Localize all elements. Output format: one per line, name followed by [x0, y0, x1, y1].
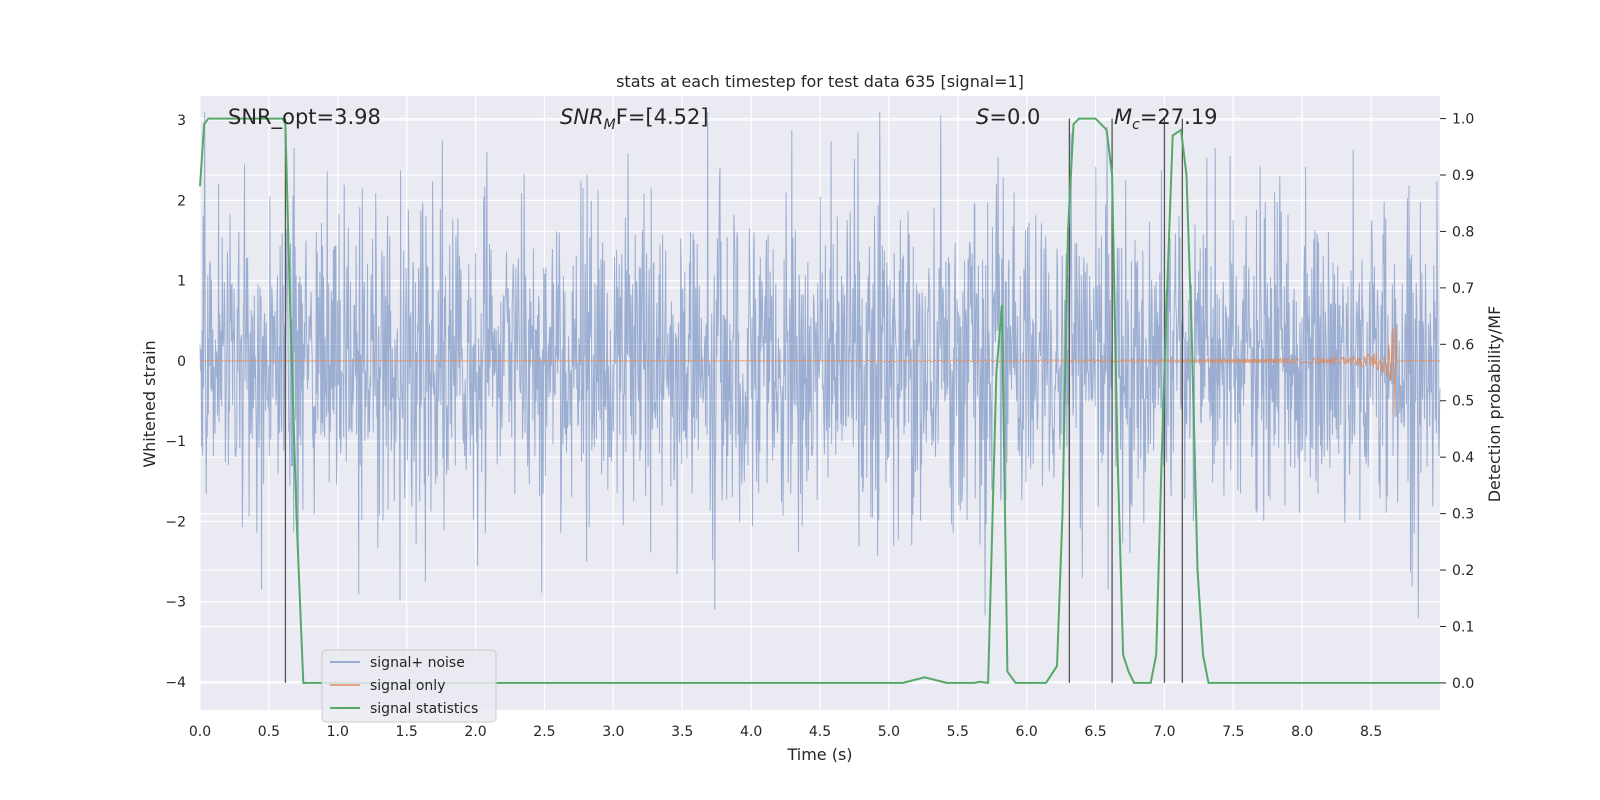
annotation-snr-mf-sub: M — [604, 117, 616, 133]
legend-label-noise: signal+ noise — [370, 655, 465, 671]
annotation-mc: Mc=27.19 — [1114, 105, 1218, 133]
x-tick-label: 1.5 — [396, 724, 418, 740]
x-tick-label: 4.0 — [740, 724, 762, 740]
y-tick-label-right: 0.6 — [1452, 337, 1474, 353]
signal-line — [200, 324, 1440, 418]
x-tick-label: 3.5 — [671, 724, 693, 740]
x-tick-label: 2.5 — [533, 724, 555, 740]
series-signal-only — [200, 324, 1440, 418]
x-tick-label: 0.0 — [189, 724, 211, 740]
x-tick-label: 2.0 — [464, 724, 486, 740]
x-tick-label: 7.5 — [1222, 724, 1244, 740]
annotation-snr-mf: SNRMF=[4.52] — [560, 105, 709, 133]
legend-label-signal: signal only — [370, 678, 445, 694]
noise-line — [199, 112, 1441, 619]
y-tick-label-left: −2 — [165, 514, 186, 530]
annotation-mc-main: M — [1114, 105, 1132, 129]
y-tick-label-left: −4 — [165, 675, 186, 691]
y-tick-label-right: 0.3 — [1452, 507, 1474, 523]
y-tick-label-right: 0.9 — [1452, 168, 1474, 184]
y-tick-label-left: 0 — [177, 354, 186, 370]
x-axis-label: Time (s) — [786, 745, 852, 764]
x-tick-label: 3.0 — [602, 724, 624, 740]
y-tick-label-right: 0.0 — [1452, 676, 1474, 692]
y-tick-label-left: 3 — [177, 113, 186, 129]
annotation-snr-mf-main: SNR — [560, 105, 604, 129]
y-axis-label-right: Detection probability/MF — [1485, 306, 1504, 503]
x-tick-label: 6.5 — [1084, 724, 1106, 740]
y-axis-label-left: Whitened strain — [140, 340, 159, 467]
y-tick-label-left: 2 — [177, 193, 186, 209]
x-tick-label: 5.0 — [878, 724, 900, 740]
series-signal-statistics — [199, 117, 1440, 685]
annotation-s-rest: =0.0 — [989, 105, 1040, 129]
y-tick-label-right: 1.0 — [1452, 112, 1474, 128]
annotation-s: S=0.0 — [976, 105, 1040, 129]
legend: signal+ noise signal only signal statist… — [321, 649, 497, 723]
legend-box — [321, 649, 497, 723]
x-tick-label: 7.0 — [1153, 724, 1175, 740]
y-tick-label-left: −1 — [165, 434, 186, 450]
annotation-snr-mf-rest: F=[4.52] — [616, 105, 709, 129]
y-tick-label-right: 0.8 — [1452, 224, 1474, 240]
annotation-snr-opt: SNR_opt=3.98 — [228, 105, 381, 130]
y-tick-label-right: 0.2 — [1452, 563, 1474, 579]
statistics-line — [199, 117, 1440, 685]
y-tick-label-right: 0.7 — [1452, 281, 1474, 297]
x-tick-label: 4.5 — [809, 724, 831, 740]
y-tick-label-right: 0.1 — [1452, 619, 1474, 635]
x-tick-label: 1.0 — [327, 724, 349, 740]
legend-label-stats: signal statistics — [370, 701, 478, 717]
chart-title: stats at each timestep for test data 635… — [616, 72, 1024, 91]
series-signal-noise — [199, 112, 1441, 619]
y-tick-label-left: −3 — [165, 595, 186, 611]
x-tick-label: 8.5 — [1360, 724, 1382, 740]
x-tick-label: 8.0 — [1291, 724, 1313, 740]
axis-ticks: 0.0 0.5 1.0 1.5 2.0 2.5 3.0 3.5 4.0 4.5 5.0 5.5 6.0 6… — [165, 112, 1474, 740]
annotation-mc-rest: =27.19 — [1140, 105, 1218, 129]
y-tick-label-left: 1 — [177, 274, 186, 290]
x-tick-label: 6.0 — [1016, 724, 1038, 740]
y-tick-label-right: 0.4 — [1452, 450, 1474, 466]
x-tick-label: 0.5 — [258, 724, 280, 740]
annotation-s-main: S — [976, 105, 989, 129]
y-tick-label-right: 0.5 — [1452, 394, 1474, 410]
x-tick-label: 5.5 — [947, 724, 969, 740]
annotation-mc-sub: c — [1132, 117, 1140, 133]
